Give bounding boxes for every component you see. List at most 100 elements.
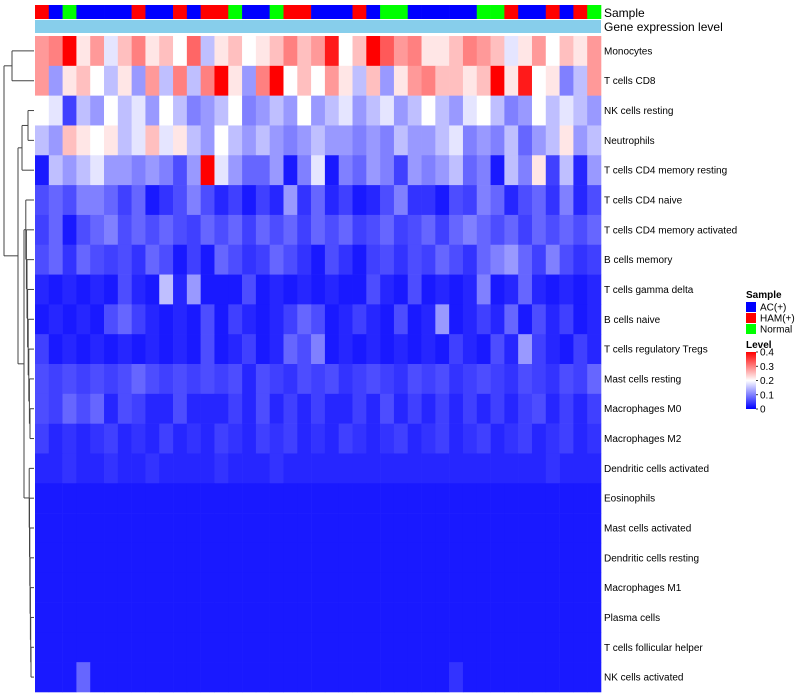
legend-tick-label: 0.3 [760, 362, 774, 373]
heatmap-cell [393, 632, 409, 663]
heatmap-cell [476, 185, 491, 216]
heatmap-cell [393, 304, 409, 335]
heatmap-cell [476, 125, 491, 156]
heatmap-cell [200, 214, 215, 246]
sample-annotation-cell [48, 5, 63, 19]
heatmap-cell [462, 125, 478, 156]
heatmap-cell [449, 393, 464, 424]
heatmap-cell [587, 364, 602, 395]
heatmap-cell [587, 304, 602, 335]
heatmap-cell [297, 304, 312, 335]
heatmap-cell [311, 214, 326, 246]
heatmap-cell [352, 95, 367, 126]
heatmap-cell [145, 364, 160, 395]
heatmap-cell [311, 334, 326, 365]
heatmap-cell [159, 214, 174, 246]
heatmap-cell [90, 632, 105, 663]
heatmap-cell [131, 572, 146, 603]
heatmap-cell [200, 423, 215, 454]
row-label: Eosinophils [604, 494, 655, 505]
heatmap-cell [269, 304, 284, 335]
heatmap-cell [366, 483, 381, 514]
heatmap-cell [380, 185, 395, 216]
heatmap-cell [380, 632, 395, 663]
heatmap-cell [186, 364, 201, 395]
heatmap-cell [90, 185, 105, 216]
heatmap-cell [214, 423, 229, 454]
heatmap-cell [228, 185, 243, 216]
heatmap-cell [104, 483, 119, 514]
heatmap-cell [518, 632, 533, 663]
row-label: NK cells resting [604, 106, 673, 117]
heatmap-cell [214, 155, 229, 186]
heatmap-cell [255, 214, 270, 246]
heatmap-cell [449, 95, 464, 126]
heatmap-cell [214, 95, 229, 126]
heatmap-cell [393, 602, 409, 633]
heatmap-cell [407, 36, 422, 67]
heatmap-cell [338, 185, 353, 216]
heatmap-cell [48, 334, 63, 365]
heatmap-cell [35, 662, 50, 693]
heatmap-cell [476, 214, 491, 246]
heatmap-cell [504, 334, 519, 365]
heatmap-cell [62, 304, 77, 335]
heatmap-cell [435, 125, 450, 156]
heatmap-cell [117, 155, 132, 186]
heatmap-cell [338, 155, 353, 186]
sample-annotation-bar [35, 5, 602, 19]
heatmap-cell [186, 185, 201, 216]
heatmap-cell [255, 662, 270, 693]
heatmap-cell [255, 125, 270, 156]
heatmap-cell [214, 483, 229, 514]
heatmap-cell [366, 364, 381, 395]
heatmap-cell [545, 453, 560, 484]
heatmap-cell [352, 304, 367, 335]
heatmap-cell [587, 95, 602, 126]
heatmap-cell [90, 36, 105, 67]
heatmap-cell [366, 453, 381, 484]
heatmap-cell [462, 542, 478, 574]
heatmap-cell [104, 364, 119, 395]
heatmap-cell [242, 662, 257, 693]
heatmap-cell [380, 513, 395, 544]
heatmap-cell [393, 364, 409, 395]
heatmap-cell [587, 65, 602, 96]
heatmap-cell [311, 542, 326, 574]
heatmap-cell [62, 244, 77, 275]
sample-annotation-cell [104, 5, 119, 19]
heatmap-cell [559, 542, 574, 574]
heatmap-cell [76, 542, 91, 574]
heatmap-cell [449, 125, 464, 156]
heatmap-cell [186, 393, 201, 424]
heatmap-cell [462, 662, 478, 693]
heatmap-cell [531, 423, 547, 454]
sample-annotation-cell [449, 5, 464, 19]
heatmap-cell [504, 602, 519, 633]
heatmap-cell [449, 364, 464, 395]
heatmap-cell [242, 602, 257, 633]
heatmap-cell [380, 65, 395, 96]
heatmap-cell [435, 483, 450, 514]
heatmap-cell [366, 274, 381, 305]
heatmap-cell [435, 214, 450, 246]
heatmap-cell [324, 542, 339, 574]
heatmap-cell [531, 662, 547, 693]
heatmap-cell [214, 214, 229, 246]
heatmap-cell [117, 304, 132, 335]
heatmap-cell [407, 304, 422, 335]
heatmap-cell [62, 513, 77, 544]
heatmap-cell [531, 364, 547, 395]
heatmap-cell [545, 155, 560, 186]
legend-tick-label: 0.4 [760, 348, 774, 359]
heatmap-cell [352, 602, 367, 633]
heatmap-cell [255, 632, 270, 663]
row-label: Mast cells activated [604, 524, 691, 535]
heatmap-cell [269, 185, 284, 216]
heatmap-cell [393, 65, 409, 96]
heatmap-cell [200, 244, 215, 275]
heatmap-cell [255, 185, 270, 216]
heatmap-cell [338, 483, 353, 514]
heatmap-cell [435, 662, 450, 693]
sample-annotation-cell [324, 5, 339, 19]
